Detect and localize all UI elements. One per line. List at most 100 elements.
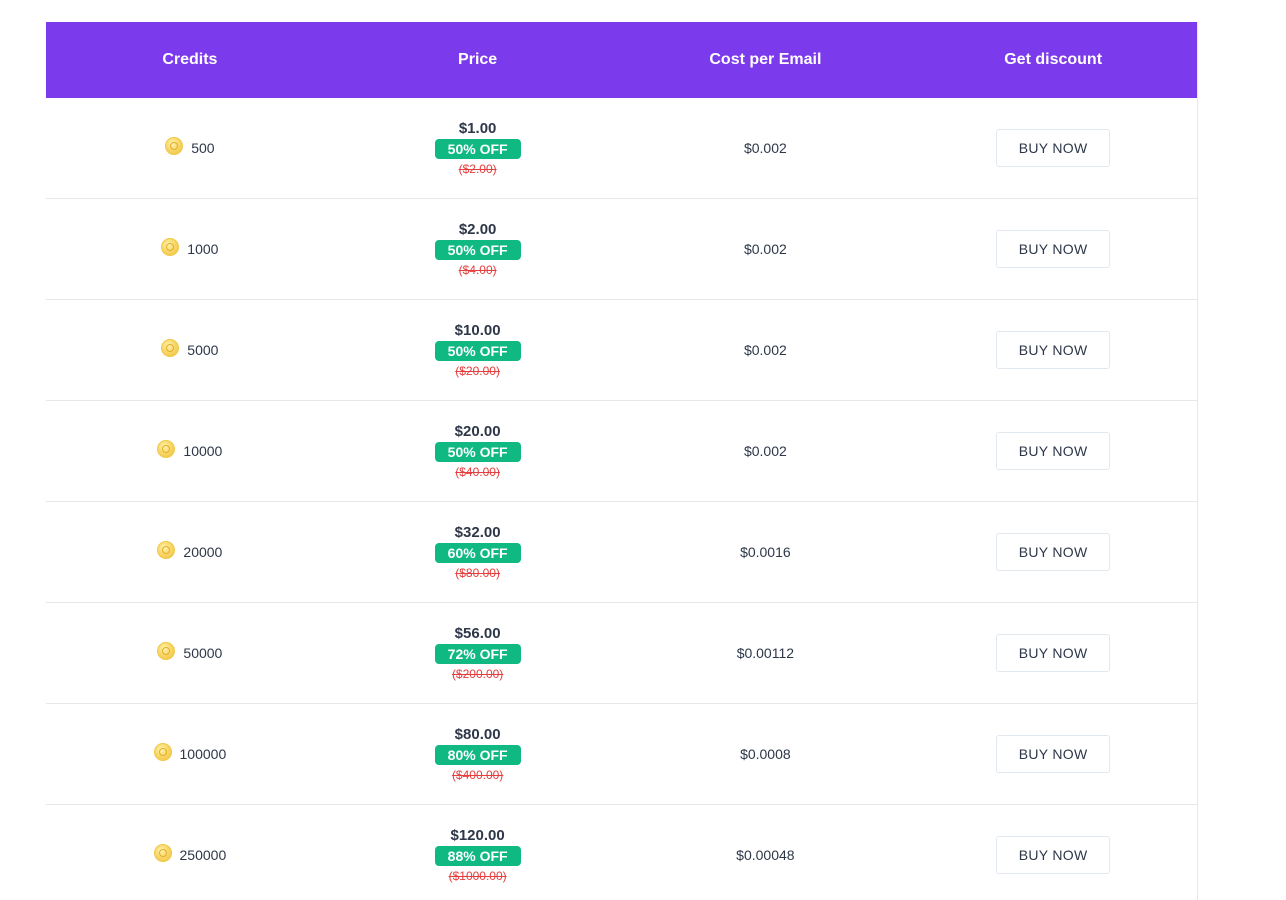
buy-now-button[interactable]: BUY NOW	[996, 533, 1111, 571]
get-discount-cell: BUY NOW	[909, 432, 1197, 470]
cost-per-email-cell: $0.0016	[622, 544, 910, 560]
discount-badge: 50% OFF	[434, 139, 521, 159]
price-value: $1.00	[458, 120, 497, 137]
cost-per-email-value: $0.0008	[740, 746, 791, 762]
get-discount-cell: BUY NOW	[909, 836, 1197, 874]
table-row: 500 $1.00 50% OFF ($2.00) $0.002 BUY NOW	[46, 98, 1197, 199]
price-cell: $120.00 88% OFF ($1000.00)	[334, 828, 622, 882]
original-price: ($20.00)	[455, 364, 500, 378]
credits-value: 1000	[187, 241, 219, 257]
header-credits: Credits	[162, 51, 218, 68]
table-row: 1000 $2.00 50% OFF ($4.00) $0.002 BUY NO…	[46, 199, 1197, 300]
credits-cell: 50000	[46, 642, 334, 661]
cost-per-email-cell: $0.002	[622, 342, 910, 358]
original-price: ($2.00)	[458, 162, 497, 176]
price-value: $80.00	[454, 726, 501, 743]
credits-cell: 250000	[46, 844, 334, 863]
price-value: $56.00	[454, 625, 501, 642]
credits-value: 250000	[179, 847, 227, 863]
credits-amount: 20000	[157, 541, 223, 560]
credits-value: 20000	[183, 544, 223, 560]
cost-per-email-value: $0.00048	[736, 847, 795, 863]
coin-icon	[165, 137, 184, 155]
price-cell: $56.00 72% OFF ($200.00)	[334, 626, 622, 680]
get-discount-cell: BUY NOW	[909, 331, 1197, 369]
cost-per-email-value: $0.002	[743, 342, 787, 358]
price-stack: $32.00 60% OFF ($80.00)	[434, 524, 521, 580]
discount-badge: 72% OFF	[434, 644, 521, 664]
get-discount-cell: BUY NOW	[909, 735, 1197, 773]
credits-amount: 50000	[157, 642, 223, 661]
discount-badge: 50% OFF	[434, 341, 521, 361]
price-value: $2.00	[458, 221, 497, 238]
coin-icon	[157, 541, 176, 559]
price-value: $120.00	[450, 827, 505, 844]
credits-value: 50000	[183, 645, 223, 661]
buy-now-button[interactable]: BUY NOW	[996, 634, 1111, 672]
price-value: $10.00	[454, 322, 501, 339]
price-stack: $20.00 50% OFF ($40.00)	[434, 423, 521, 479]
credits-value: 5000	[187, 342, 219, 358]
original-price: ($40.00)	[455, 465, 500, 479]
price-stack: $56.00 72% OFF ($200.00)	[434, 625, 521, 681]
discount-badge: 60% OFF	[434, 543, 521, 563]
original-price: ($400.00)	[451, 768, 504, 782]
get-discount-cell: BUY NOW	[909, 533, 1197, 571]
price-stack: $1.00 50% OFF ($2.00)	[434, 120, 521, 176]
credits-amount: 10000	[157, 440, 223, 459]
buy-now-button[interactable]: BUY NOW	[996, 331, 1111, 369]
buy-now-button[interactable]: BUY NOW	[996, 129, 1111, 167]
price-value: $32.00	[454, 524, 501, 541]
coin-icon	[153, 743, 172, 761]
price-stack: $10.00 50% OFF ($20.00)	[434, 322, 521, 378]
header-price: Price	[458, 51, 498, 68]
cost-per-email-cell: $0.00112	[622, 645, 910, 661]
original-price: ($200.00)	[451, 667, 504, 681]
price-cell: $80.00 80% OFF ($400.00)	[334, 727, 622, 781]
price-cell: $20.00 50% OFF ($40.00)	[334, 424, 622, 478]
table-row: 250000 $120.00 88% OFF ($1000.00) $0.000…	[46, 805, 1197, 900]
discount-badge: 80% OFF	[434, 745, 521, 765]
discount-badge: 88% OFF	[434, 846, 521, 866]
table-row: 5000 $10.00 50% OFF ($20.00) $0.002 BUY …	[46, 300, 1197, 401]
table-row: 10000 $20.00 50% OFF ($40.00) $0.002 BUY…	[46, 401, 1197, 502]
credits-cell: 10000	[46, 440, 334, 459]
price-value: $20.00	[454, 423, 501, 440]
cost-per-email-cell: $0.002	[622, 140, 910, 156]
original-price: ($80.00)	[455, 566, 500, 580]
original-price: ($4.00)	[458, 263, 497, 277]
cost-per-email-value: $0.002	[743, 241, 787, 257]
credits-cell: 500	[46, 137, 334, 156]
price-stack: $80.00 80% OFF ($400.00)	[434, 726, 521, 782]
credits-value: 10000	[183, 443, 223, 459]
discount-badge: 50% OFF	[434, 442, 521, 462]
table-header: Credits Price Cost per Email Get discoun…	[46, 22, 1197, 98]
original-price: ($1000.00)	[448, 869, 507, 883]
cost-per-email-cell: $0.0008	[622, 746, 910, 762]
coin-icon	[157, 642, 176, 660]
table-row: 50000 $56.00 72% OFF ($200.00) $0.00112 …	[46, 603, 1197, 704]
discount-badge: 50% OFF	[434, 240, 521, 260]
table-body: 500 $1.00 50% OFF ($2.00) $0.002 BUY NOW…	[46, 98, 1197, 900]
credits-cell: 100000	[46, 743, 334, 762]
coin-icon	[161, 339, 180, 357]
table-row: 20000 $32.00 60% OFF ($80.00) $0.0016 BU…	[46, 502, 1197, 603]
coin-icon	[161, 238, 180, 256]
price-stack: $120.00 88% OFF ($1000.00)	[434, 827, 521, 883]
credits-amount: 500	[165, 137, 215, 156]
table-row: 100000 $80.00 80% OFF ($400.00) $0.0008 …	[46, 704, 1197, 805]
buy-now-button[interactable]: BUY NOW	[996, 735, 1111, 773]
price-cell: $10.00 50% OFF ($20.00)	[334, 323, 622, 377]
buy-now-button[interactable]: BUY NOW	[996, 836, 1111, 874]
credits-cell: 20000	[46, 541, 334, 560]
price-stack: $2.00 50% OFF ($4.00)	[434, 221, 521, 277]
credits-amount: 5000	[161, 339, 219, 358]
credits-amount: 100000	[153, 743, 226, 762]
credits-amount: 1000	[161, 238, 219, 257]
get-discount-cell: BUY NOW	[909, 634, 1197, 672]
buy-now-button[interactable]: BUY NOW	[996, 230, 1111, 268]
price-cell: $1.00 50% OFF ($2.00)	[334, 121, 622, 175]
buy-now-button[interactable]: BUY NOW	[996, 432, 1111, 470]
credits-value: 500	[191, 140, 215, 156]
cost-per-email-value: $0.0016	[740, 544, 791, 560]
